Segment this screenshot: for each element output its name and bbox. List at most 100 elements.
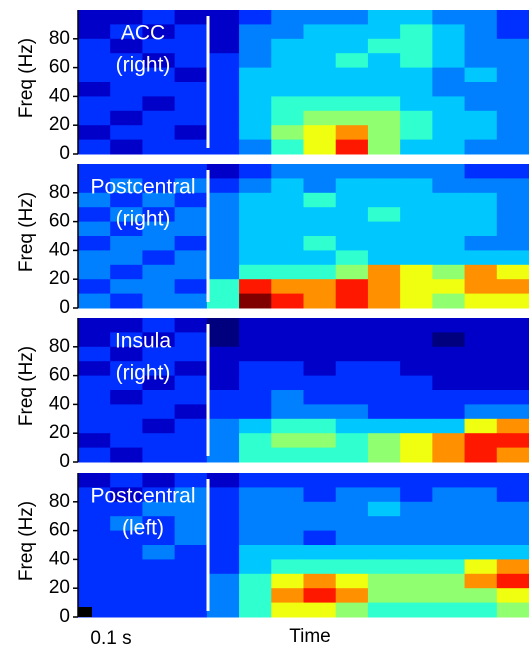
heat-cell xyxy=(239,487,272,503)
heat-cell xyxy=(110,293,143,309)
y-tick-label: 40 xyxy=(49,85,70,106)
heat-cell xyxy=(432,82,466,97)
heat-cell xyxy=(335,361,369,377)
y-axis-label: Freq (Hz) xyxy=(16,501,37,581)
heat-cell xyxy=(335,192,369,208)
heat-cell xyxy=(78,516,111,532)
heat-cell xyxy=(496,332,529,348)
heat-cell xyxy=(78,178,111,194)
heat-cell xyxy=(464,250,498,266)
heat-cell xyxy=(78,447,111,463)
heat-cell xyxy=(367,67,401,83)
heat-cell xyxy=(400,67,433,83)
heat-cell xyxy=(432,96,466,112)
heat-cell xyxy=(206,139,240,155)
heat-cell xyxy=(239,473,272,488)
heat-cell xyxy=(174,318,208,333)
heat-cell xyxy=(335,433,369,449)
heat-cell xyxy=(367,545,401,560)
heat-cell xyxy=(464,96,498,112)
heat-cell xyxy=(335,110,369,126)
heat-cell xyxy=(206,530,240,546)
heat-cell xyxy=(271,207,304,223)
heat-cell xyxy=(464,404,498,420)
heat-cell xyxy=(78,10,111,25)
heat-cell xyxy=(239,178,272,194)
heat-cell xyxy=(432,588,466,604)
heat-cell xyxy=(432,404,466,420)
heat-cell xyxy=(271,125,304,141)
heat-cell xyxy=(496,279,529,295)
heat-cell xyxy=(400,221,433,237)
y-tick-label: 60 xyxy=(49,211,70,232)
heat-cell xyxy=(303,545,337,560)
heat-cell xyxy=(110,447,143,463)
panel-title: Postcentral xyxy=(90,176,195,199)
heat-cell xyxy=(110,361,143,377)
heat-cell xyxy=(271,346,304,362)
heat-cell xyxy=(78,24,111,40)
heat-cell xyxy=(271,375,304,391)
heat-cell xyxy=(432,545,466,560)
heat-cell xyxy=(303,588,337,604)
panel-title: Insula xyxy=(115,330,171,353)
heat-cell xyxy=(239,530,272,546)
heat-cell xyxy=(400,125,433,141)
heat-cell xyxy=(206,164,240,179)
heat-cell xyxy=(464,530,498,546)
heat-cell xyxy=(239,501,272,517)
heat-cell xyxy=(142,404,176,420)
heat-cell xyxy=(496,559,529,575)
heat-cell xyxy=(496,361,529,377)
heat-cell xyxy=(142,487,176,503)
heat-cell xyxy=(432,178,466,194)
heat-cell xyxy=(400,82,433,97)
heat-cell xyxy=(367,433,401,449)
heat-cell xyxy=(174,602,208,618)
heat-cell xyxy=(239,390,272,405)
heat-cell xyxy=(142,447,176,463)
heat-cell xyxy=(400,10,433,25)
heat-cell xyxy=(142,192,176,208)
heat-cell xyxy=(206,545,240,560)
heat-cell xyxy=(206,332,240,348)
heat-cell xyxy=(303,501,337,517)
heat-cell xyxy=(206,236,240,251)
heat-cell xyxy=(142,53,176,69)
heat-cell xyxy=(78,346,111,362)
heat-cell xyxy=(496,473,529,488)
heat-cell xyxy=(464,361,498,377)
heat-cell xyxy=(400,332,433,348)
heat-cell xyxy=(367,82,401,97)
heat-cell xyxy=(206,192,240,208)
heat-cell xyxy=(464,573,498,589)
y-axis-label: Freq (Hz) xyxy=(16,192,37,272)
heat-cell xyxy=(335,236,369,251)
heat-cell xyxy=(496,24,529,40)
heat-cell xyxy=(271,487,304,503)
heat-cell xyxy=(271,559,304,575)
heat-cell xyxy=(432,139,466,155)
heat-cell xyxy=(174,501,208,517)
heat-cell xyxy=(335,164,369,179)
heat-cell xyxy=(400,96,433,112)
heat-cell xyxy=(464,346,498,362)
heat-cell xyxy=(174,473,208,488)
heat-cell xyxy=(367,178,401,194)
heat-cell xyxy=(303,375,337,391)
heat-cell xyxy=(78,433,111,449)
heat-cell xyxy=(335,545,369,560)
y-tick-label: 80 xyxy=(49,491,70,512)
heat-cell xyxy=(174,164,208,179)
heat-cell xyxy=(303,67,337,83)
heat-cell xyxy=(174,375,208,391)
heat-cell xyxy=(432,279,466,295)
heat-cell xyxy=(303,110,337,126)
heat-cell xyxy=(110,38,143,54)
heat-cell xyxy=(367,293,401,309)
heat-cell xyxy=(303,346,337,362)
heat-cell xyxy=(110,530,143,546)
heat-cell xyxy=(400,559,433,575)
heat-cell xyxy=(174,221,208,237)
heat-cell xyxy=(335,559,369,575)
